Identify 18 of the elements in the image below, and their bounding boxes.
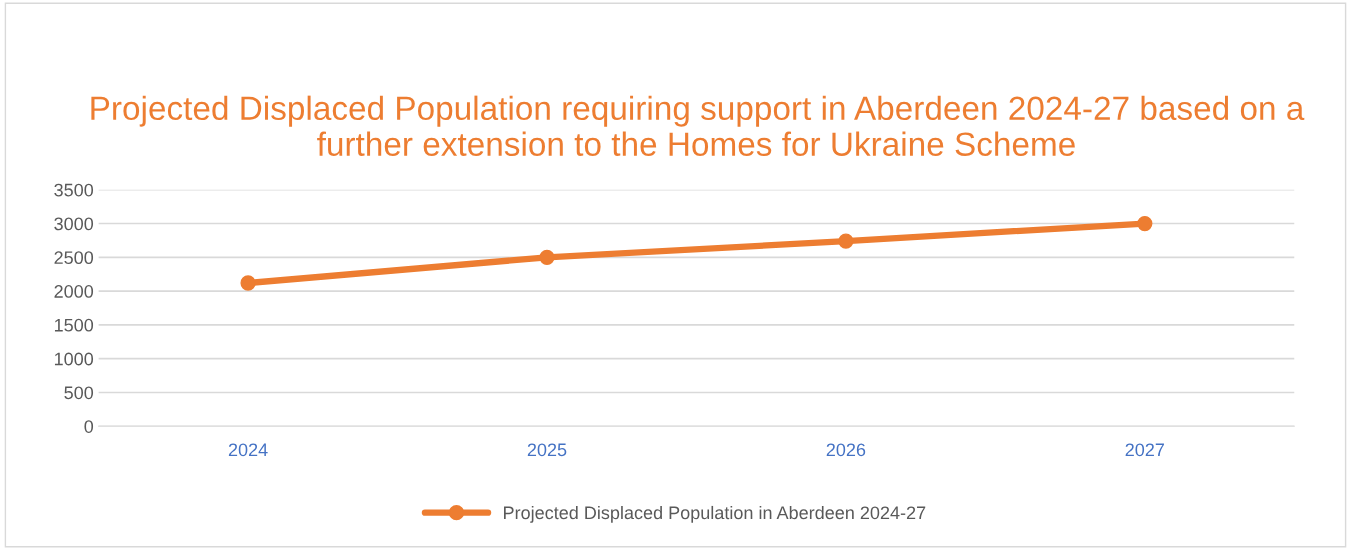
y-tick-label: 2000 — [54, 285, 94, 298]
y-tick-label: 2500 — [54, 251, 94, 265]
point — [838, 233, 854, 249]
x-tick-label: 2024 — [228, 443, 268, 457]
y-tick-label: 1500 — [54, 318, 94, 332]
point — [240, 275, 256, 291]
y-tick-label: 3000 — [54, 217, 94, 231]
x-tick-label: 2025 — [527, 443, 567, 457]
legend-label: Projected Displaced Population in Aberdeen 2024-27 — [504, 505, 926, 523]
point — [539, 249, 555, 265]
y-tick-label: 500 — [64, 386, 94, 400]
chart-title: Projected Displaced Population requiring support in Aberdeen 2024-27 based on a further extension to the Homes for Ukraine Scheme — [91, 95, 1305, 157]
x-tick-label: 2027 — [1125, 443, 1164, 457]
y-tick-label: 1000 — [54, 352, 94, 366]
y-tick-label: 3500 — [54, 183, 94, 197]
y-tick-label: 0 — [84, 420, 94, 433]
point — [1137, 215, 1153, 232]
x-tick-label: 2026 — [826, 443, 866, 457]
